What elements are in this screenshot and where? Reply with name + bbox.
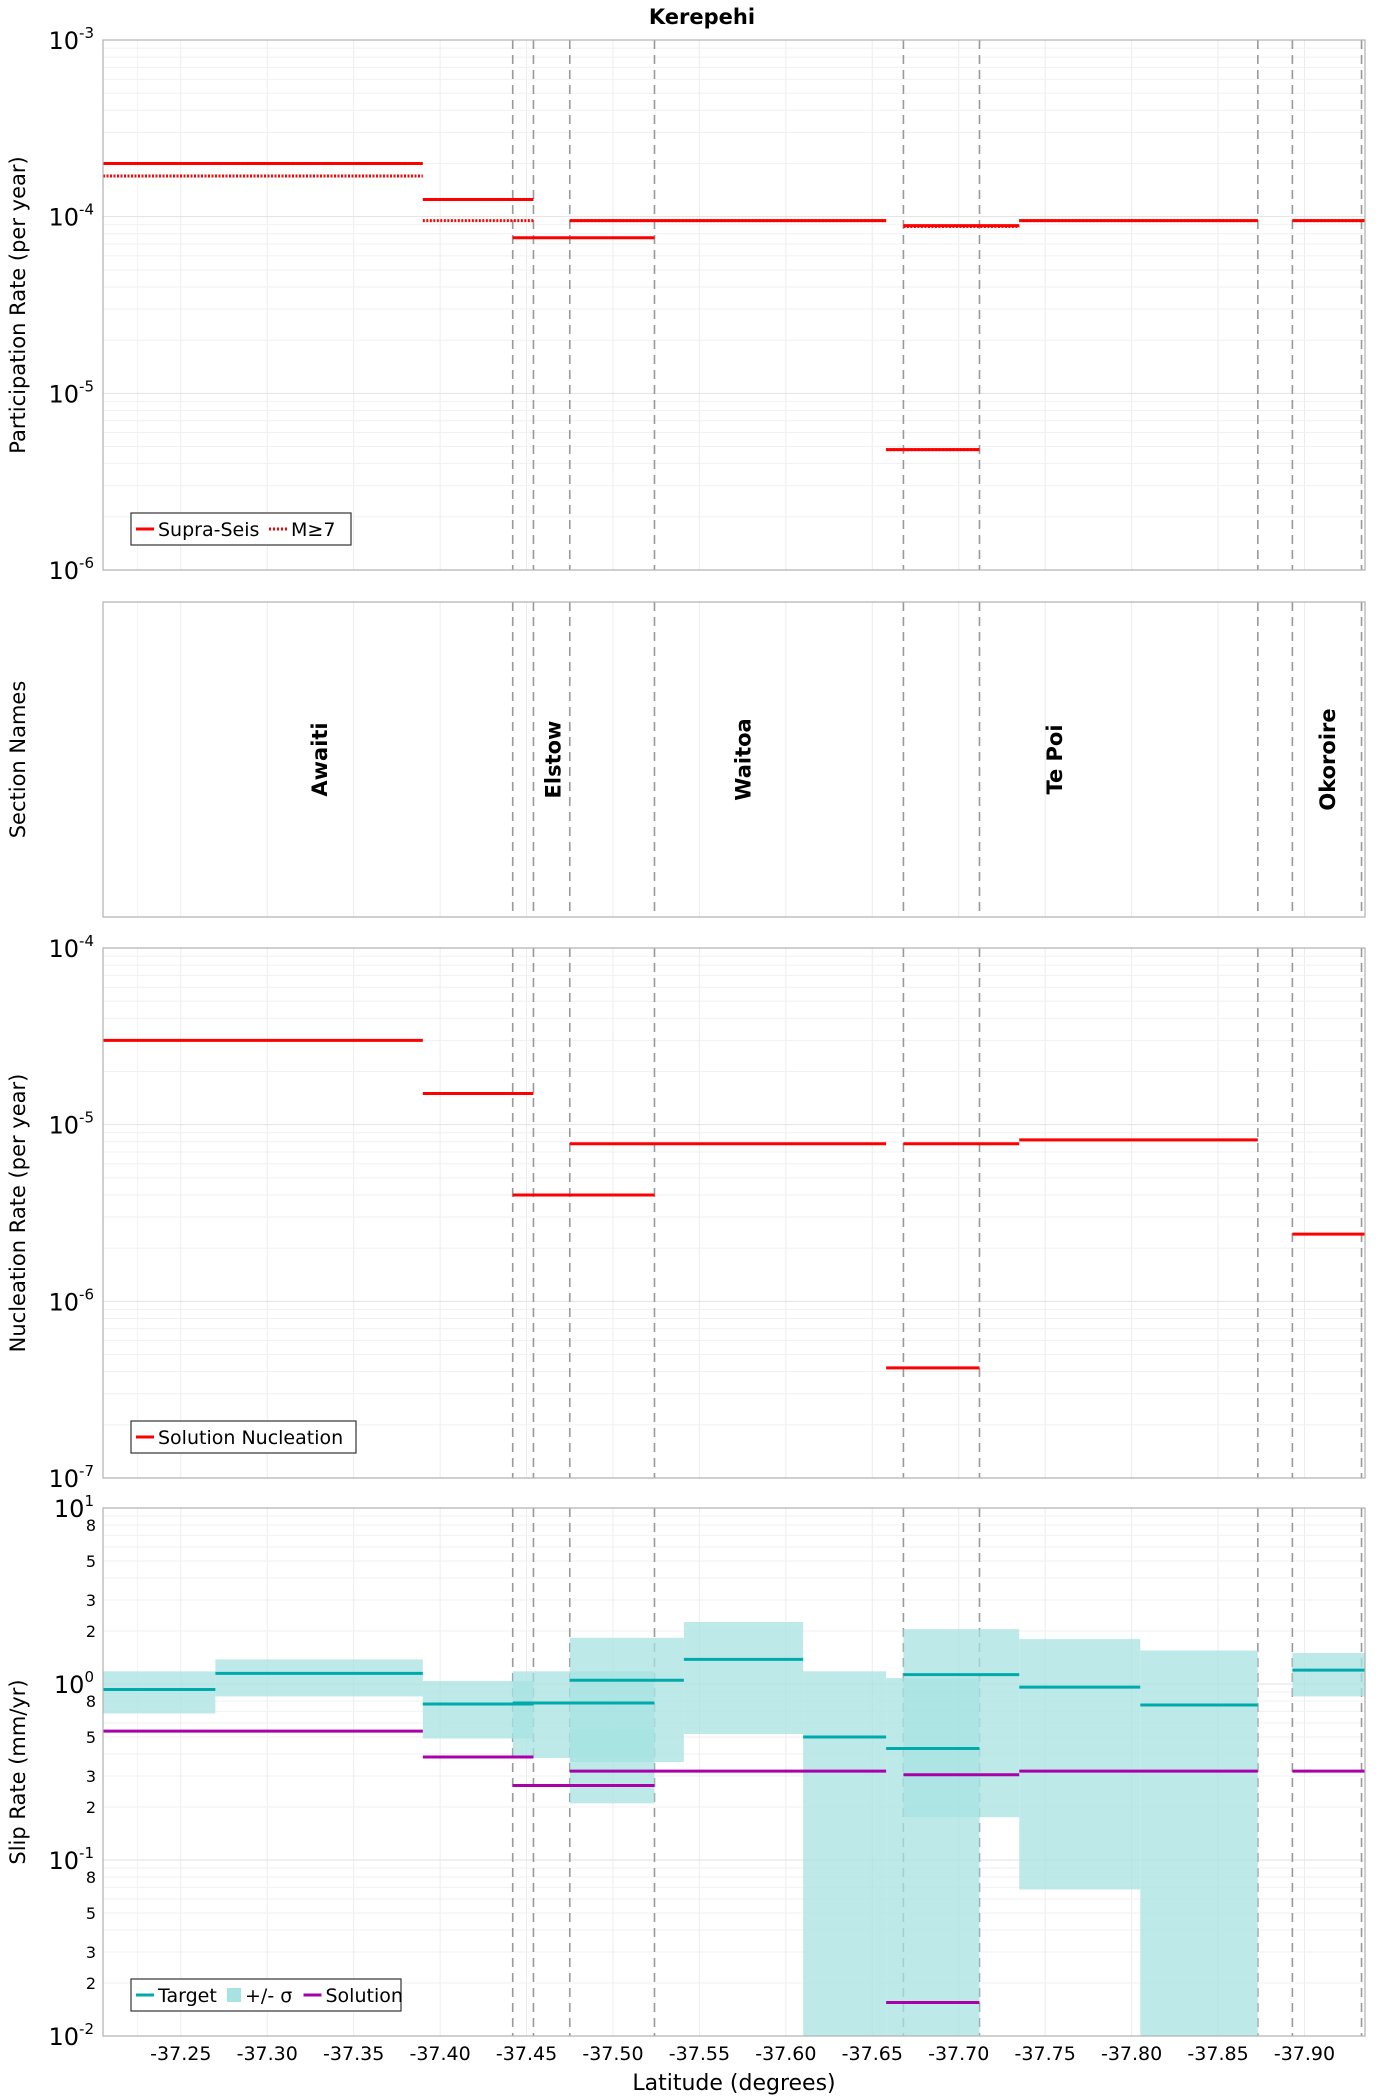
- y-tick-label: 10-4: [48, 932, 94, 963]
- y-tick-label: 101: [54, 1492, 94, 1523]
- y-axis-label: Nucleation Rate (per year): [6, 1074, 30, 1353]
- y-tick-label: 10-5: [48, 377, 94, 408]
- sigma-band: [683, 1622, 804, 1734]
- plot-border: [102, 1507, 1366, 2037]
- sigma-band: [1140, 1650, 1258, 2036]
- y-axis-label: Participation Rate (per year): [6, 156, 30, 453]
- section-names-panel: Section Names Awaiti Elstow Waitoa Te Poi Oko…: [6, 601, 1366, 918]
- plot-border: [102, 947, 1366, 1479]
- x-tick-label: -37.75: [1015, 2043, 1076, 2065]
- slip-rate-panel: Slip Rate (mm/yr)1018532100853210-185321…: [6, 1492, 1366, 2051]
- legend-label: Supra-Seis: [158, 519, 259, 541]
- chart-title: Kerepehi: [649, 5, 755, 29]
- nucleation-panel: Nucleation Rate (per year) 10-4 10-5 10-6 10…: [6, 932, 1366, 1493]
- legend-label: Target: [157, 1985, 217, 2007]
- y-tick-label: 2: [86, 1974, 96, 1993]
- y-tick-label: 8: [86, 1692, 96, 1711]
- y-tick-label: 10-2: [48, 2020, 94, 2051]
- y-tick-label: 2: [86, 1798, 96, 1817]
- y-axis-label: Slip Rate (mm/yr): [6, 1679, 30, 1864]
- x-tick-label: -37.55: [669, 2043, 730, 2065]
- section-label: Awaiti: [308, 722, 332, 796]
- y-tick-label: 100: [54, 1668, 94, 1699]
- legend-box: [130, 512, 352, 546]
- plot-border: [102, 601, 1366, 918]
- x-tick-label: -37.50: [582, 2043, 643, 2065]
- y-tick-label: 8: [86, 1868, 96, 1887]
- legend-label: Solution: [326, 1985, 403, 2007]
- x-axis-label: Latitude (degrees): [632, 2071, 835, 2096]
- x-tick-label: -37.80: [1101, 2043, 1162, 2065]
- participation-panel: Participation Rate (per year) 10-3 10-4 10-…: [6, 24, 1366, 585]
- sigma-band: [903, 1629, 1020, 1818]
- plot-border: [102, 39, 1366, 571]
- y-tick-label: 10-1: [48, 1844, 94, 1875]
- y-tick-label: 10-7: [48, 1462, 94, 1493]
- legend-label: +/- σ: [245, 1985, 292, 2007]
- sigma-band: [215, 1659, 423, 1697]
- sigma-band: [103, 1671, 216, 1714]
- plot-area: [103, 948, 1365, 1478]
- y-tick-label: 3: [86, 1591, 96, 1610]
- sigma-band: [569, 1729, 655, 1804]
- y-axis-label: Section Names: [6, 681, 30, 839]
- y-tick-label: 10-6: [48, 554, 94, 585]
- section-label: Te Poi: [1043, 724, 1067, 794]
- y-tick-label: 10-6: [48, 1285, 94, 1316]
- section-label: Waitoa: [732, 718, 756, 800]
- x-tick-label: -37.45: [496, 2043, 557, 2065]
- x-tick-label: -37.30: [237, 2043, 298, 2065]
- plot-area: [103, 602, 1365, 917]
- x-tick-label: -37.25: [150, 2043, 211, 2065]
- y-tick-label: 2: [86, 1622, 96, 1641]
- y-tick-label: 5: [86, 1728, 96, 1747]
- y-tick-label: 10-5: [48, 1109, 94, 1140]
- x-tick-label: -37.60: [755, 2043, 816, 2065]
- x-tick-label: -37.40: [409, 2043, 470, 2065]
- y-tick-label: 10-4: [48, 201, 94, 232]
- x-tick-label: -37.70: [928, 2043, 989, 2065]
- x-tick-label: -37.85: [1187, 2043, 1248, 2065]
- legend-swatch-band: [227, 1988, 241, 2002]
- x-tick-label: -37.35: [323, 2043, 384, 2065]
- y-tick-label: 3: [86, 1943, 96, 1962]
- y-tick-label: 5: [86, 1904, 96, 1923]
- legend-box: [130, 1420, 357, 1454]
- x-axis: -37.25 -37.30 -37.35 -37.40 -37.45 -37.50 -37.…: [150, 2043, 1335, 2065]
- legend-label: M≥7: [291, 519, 335, 541]
- legend-box: [130, 1978, 402, 2012]
- plot-area: [103, 40, 1365, 570]
- section-label: Elstow: [541, 721, 565, 799]
- legend-label: Solution Nucleation: [158, 1427, 343, 1449]
- y-tick-label: 3: [86, 1767, 96, 1786]
- section-label: Okoroire: [1316, 708, 1340, 810]
- panels: Participation Rate (per year) 10-3 10-4 10-…: [6, 24, 1366, 2051]
- sigma-band: [1292, 1653, 1365, 1697]
- y-tick-label: 10-3: [48, 24, 94, 55]
- y-tick-label: 8: [86, 1516, 96, 1535]
- sigma-band: [803, 1671, 887, 2036]
- sigma-band: [1019, 1639, 1141, 1890]
- x-tick-label: -37.65: [842, 2043, 903, 2065]
- y-tick-label: 5: [86, 1552, 96, 1571]
- x-tick-label: -37.90: [1274, 2043, 1335, 2065]
